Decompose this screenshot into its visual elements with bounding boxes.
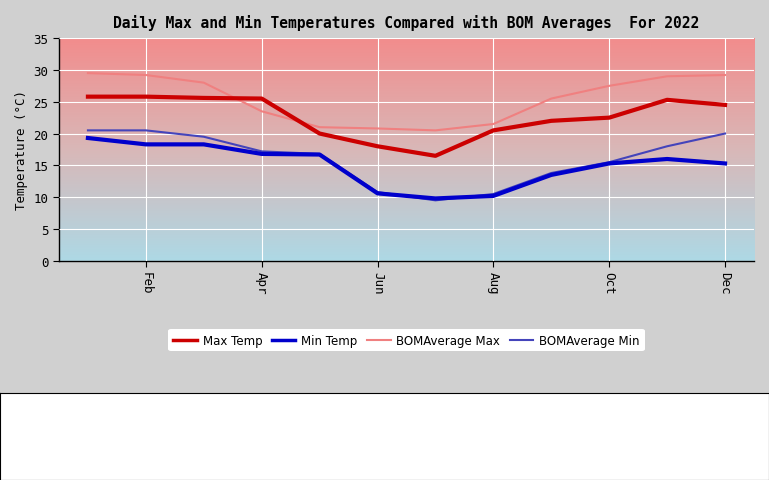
BOMAverage Max (431, 128, 440, 134)
Min Temp (315, 152, 325, 158)
Max Temp (663, 98, 672, 104)
BOMAverage Min (257, 149, 266, 155)
Min Temp (489, 193, 498, 199)
Max Temp (257, 96, 266, 102)
BOMAverage Max (604, 84, 614, 90)
BOMAverage Max (721, 73, 730, 79)
BOMAverage Max (199, 81, 208, 86)
BOMAverage Max (257, 109, 266, 115)
BOMAverage Min (489, 192, 498, 197)
BOMAverage Min (315, 152, 325, 157)
BOMAverage Min (604, 160, 614, 166)
BOMAverage Min (547, 171, 556, 177)
Max Temp (489, 128, 498, 134)
Max Temp (83, 95, 92, 100)
Line: BOMAverage Max: BOMAverage Max (88, 74, 725, 131)
Max Temp (199, 96, 208, 102)
Max Temp (141, 95, 151, 100)
Min Temp (431, 196, 440, 202)
BOMAverage Min (83, 128, 92, 134)
Min Temp (547, 173, 556, 179)
BOMAverage Max (547, 96, 556, 102)
BOMAverage Min (373, 190, 382, 195)
BOMAverage Max (489, 122, 498, 128)
BOMAverage Min (141, 128, 151, 134)
Max Temp (721, 103, 730, 108)
Max Temp (373, 144, 382, 150)
BOMAverage Max (315, 125, 325, 131)
Min Temp (257, 152, 266, 157)
Min Temp (199, 142, 208, 148)
Y-axis label: Temperature (°C): Temperature (°C) (15, 90, 28, 210)
Min Temp (663, 157, 672, 163)
BOMAverage Min (663, 144, 672, 150)
Max Temp (431, 154, 440, 159)
BOMAverage Max (141, 73, 151, 79)
BOMAverage Max (663, 74, 672, 80)
Max Temp (604, 116, 614, 121)
Line: BOMAverage Min: BOMAverage Min (88, 131, 725, 201)
BOMAverage Max (83, 71, 92, 77)
Title: Daily Max and Min Temperatures Compared with BOM Averages  For 2022: Daily Max and Min Temperatures Compared … (113, 15, 700, 31)
Legend: Max Temp, Min Temp, BOMAverage Max, BOMAverage Min: Max Temp, Min Temp, BOMAverage Max, BOMA… (168, 329, 644, 352)
BOMAverage Min (721, 132, 730, 137)
Line: Min Temp: Min Temp (88, 139, 725, 199)
Max Temp (547, 119, 556, 124)
BOMAverage Min (431, 198, 440, 204)
Min Temp (604, 161, 614, 167)
Min Temp (83, 136, 92, 142)
Max Temp (315, 132, 325, 137)
Min Temp (373, 191, 382, 197)
Min Temp (141, 142, 151, 148)
Line: Max Temp: Max Temp (88, 97, 725, 156)
Min Temp (721, 161, 730, 167)
BOMAverage Max (373, 126, 382, 132)
BOMAverage Min (199, 134, 208, 140)
